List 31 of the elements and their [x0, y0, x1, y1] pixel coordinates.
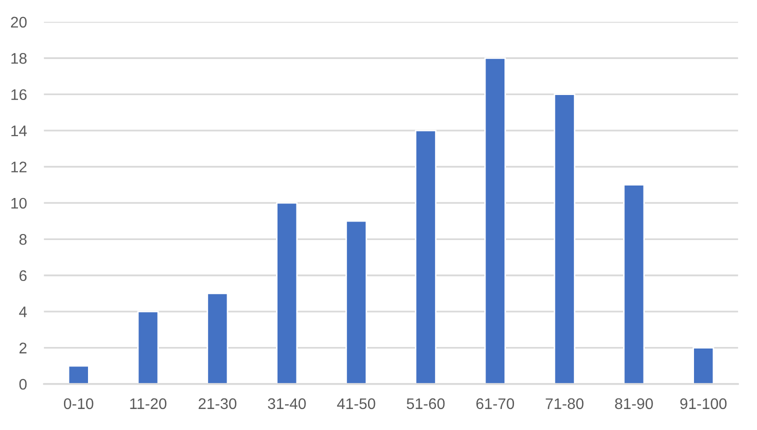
bar [484, 57, 506, 384]
y-tick-label: 2 [20, 342, 26, 354]
y-tick-label: 14 [11, 126, 27, 136]
y-tick-label: 8 [19, 234, 27, 245]
y-tick-label: 16 [11, 89, 27, 100]
bar [414, 130, 436, 384]
bar [68, 365, 90, 384]
y-tick-label: 12 [11, 162, 26, 172]
bar [692, 347, 714, 384]
x-tick-label: 31-40 [268, 398, 306, 410]
x-tick-label: 61-70 [476, 398, 514, 410]
y-tick-label: 6 [20, 270, 27, 282]
bar [346, 220, 368, 384]
x-tick-label: 51-60 [406, 398, 445, 410]
x-tick-label: 41-50 [337, 398, 376, 410]
bar [276, 202, 298, 384]
bar [554, 94, 576, 384]
y-tick-label: 18 [11, 53, 27, 64]
x-tick-label: 81-90 [615, 398, 653, 410]
x-tick-label: 91-100 [680, 398, 727, 410]
bar [206, 292, 228, 384]
y-tick-label: 10 [11, 198, 27, 209]
x-tick-label: 11-20 [130, 398, 166, 410]
x-tick-label: 21-30 [198, 398, 236, 410]
bar [623, 184, 645, 384]
y-tick-label: 0 [19, 378, 27, 390]
bar [137, 310, 159, 384]
x-tick-label: 0-10 [64, 398, 94, 410]
y-tick-label: 4 [19, 306, 27, 318]
x-tick-label: 71-80 [546, 398, 584, 410]
y-tick-label: 20 [11, 16, 27, 28]
